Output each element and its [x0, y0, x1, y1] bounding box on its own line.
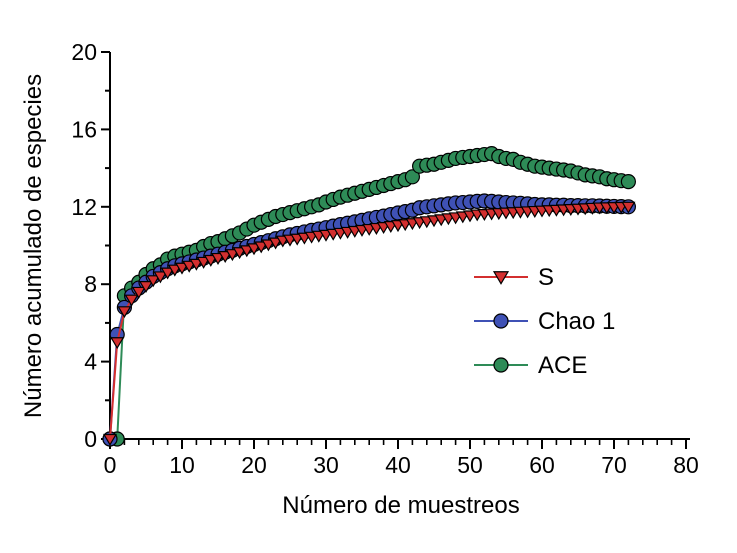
- data-point: [404, 169, 420, 185]
- data-point: [189, 258, 204, 271]
- data-point: [110, 337, 125, 350]
- x-axis-title: Número de muestreos: [282, 492, 519, 519]
- data-point: [493, 357, 509, 373]
- data-point: [203, 254, 218, 267]
- x-tick-label: 30: [313, 452, 339, 478]
- x-tick-label: 40: [385, 452, 411, 478]
- data-point: [138, 281, 154, 294]
- legend-label: Chao 1: [538, 308, 615, 335]
- legend-item-s: S: [474, 264, 554, 291]
- data-point: [492, 271, 510, 285]
- data-point: [621, 201, 636, 214]
- data-point: [225, 249, 240, 262]
- data-point: [493, 313, 509, 329]
- data-point: [167, 264, 182, 277]
- x-tick-label: 80: [673, 452, 699, 478]
- data-point: [261, 239, 276, 252]
- data-point: [196, 256, 211, 269]
- data-point: [218, 251, 233, 264]
- legend-label: S: [538, 264, 554, 291]
- data-point: [153, 271, 168, 284]
- y-tick-label: 0: [84, 426, 97, 452]
- data-point: [254, 241, 269, 254]
- legend: S Chao 1 ACE: [474, 264, 615, 379]
- x-tick-label: 70: [601, 452, 627, 478]
- legend-item-ace: ACE: [474, 352, 587, 379]
- y-tick-label: 12: [71, 194, 97, 220]
- data-point: [232, 247, 247, 260]
- data-point: [117, 306, 132, 319]
- y-axis-title: Número acumulado de especies: [20, 74, 47, 418]
- data-point: [246, 243, 262, 256]
- data-point: [174, 262, 190, 275]
- x-tick-label: 50: [457, 452, 483, 478]
- data-point: [160, 267, 175, 280]
- data-point: [239, 245, 254, 258]
- series-layer: [102, 145, 637, 447]
- legend-item-chao-1: Chao 1: [474, 308, 615, 335]
- legend-label: ACE: [538, 352, 587, 379]
- x-tick-label: 0: [104, 452, 117, 478]
- x-tick-label: 20: [241, 452, 267, 478]
- series-s: [102, 201, 636, 446]
- y-tick-label: 16: [71, 116, 97, 142]
- data-point: [268, 237, 283, 250]
- x-tick-label: 60: [529, 452, 555, 478]
- data-point: [620, 174, 637, 190]
- series-ace: [102, 145, 637, 447]
- y-tick-label: 4: [84, 349, 97, 375]
- data-point: [146, 275, 161, 288]
- data-point: [210, 252, 226, 265]
- x-tick-label: 10: [169, 452, 195, 478]
- y-tick-label: 8: [84, 271, 97, 297]
- data-point: [102, 433, 118, 446]
- data-point: [131, 286, 146, 299]
- data-point: [124, 294, 139, 307]
- data-point: [182, 260, 197, 273]
- axes: 0 4 8 12 16 20 0 10 20 30 40 50 60 70 80: [71, 39, 698, 478]
- y-tick-label: 20: [71, 39, 97, 65]
